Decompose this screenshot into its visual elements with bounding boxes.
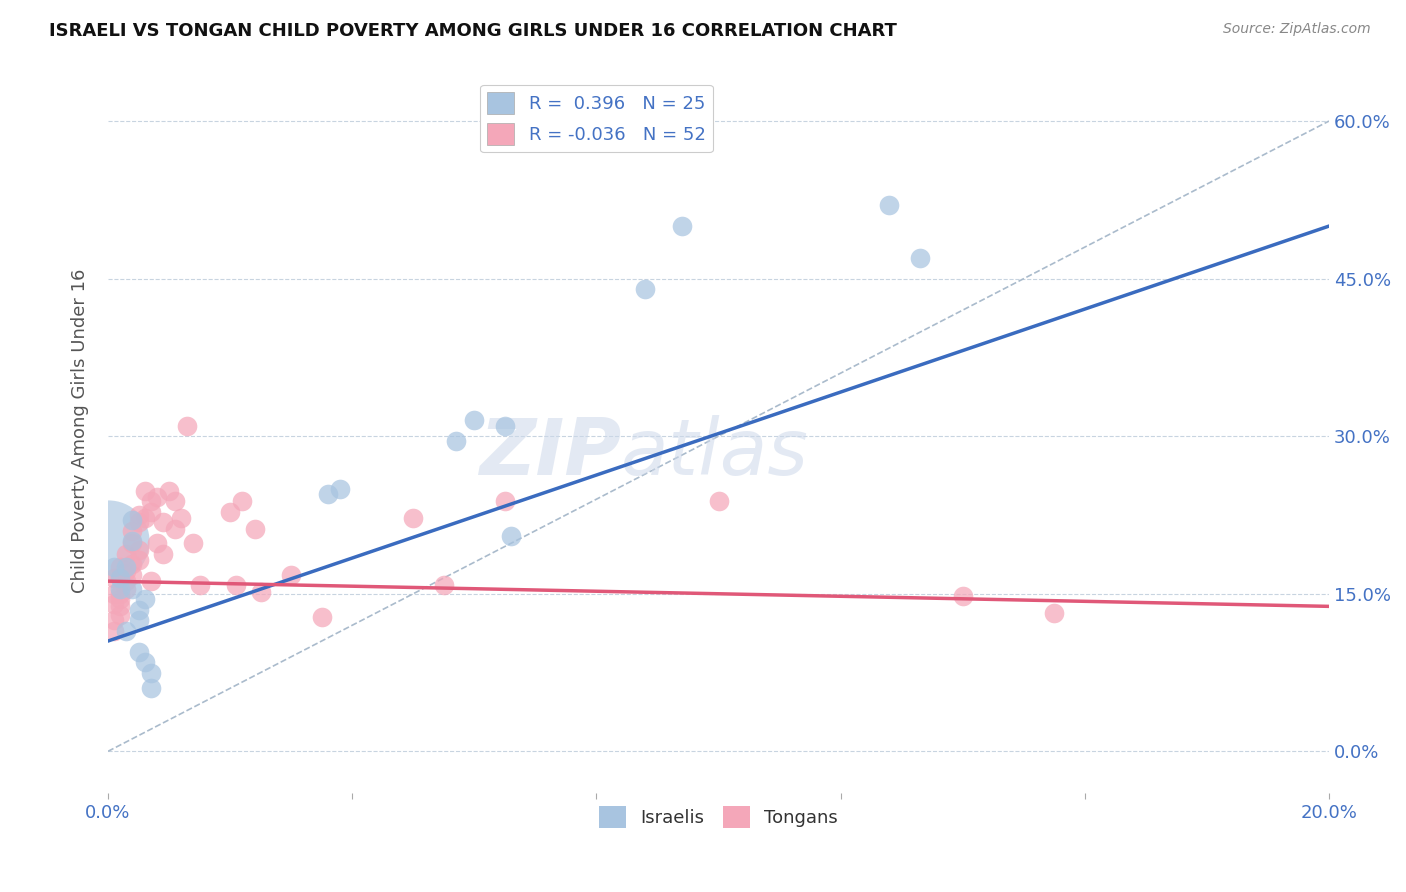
Point bbox=[115, 560, 138, 574]
Point bbox=[139, 681, 162, 696]
Point bbox=[128, 542, 150, 557]
Point bbox=[108, 571, 131, 585]
Point bbox=[146, 536, 169, 550]
Point bbox=[152, 547, 174, 561]
Point bbox=[128, 613, 150, 627]
Point bbox=[444, 434, 467, 449]
Point bbox=[115, 574, 138, 589]
Point bbox=[231, 494, 253, 508]
Text: ZIP: ZIP bbox=[478, 415, 621, 491]
Text: Source: ZipAtlas.com: Source: ZipAtlas.com bbox=[1223, 22, 1371, 37]
Point bbox=[128, 553, 150, 567]
Point bbox=[134, 511, 156, 525]
Point bbox=[707, 494, 730, 508]
Point bbox=[128, 508, 150, 522]
Point bbox=[108, 599, 131, 614]
Point bbox=[146, 490, 169, 504]
Point bbox=[139, 665, 162, 680]
Point bbox=[115, 624, 138, 638]
Text: atlas: atlas bbox=[621, 415, 808, 491]
Point bbox=[108, 592, 131, 607]
Point bbox=[108, 560, 131, 574]
Point bbox=[108, 587, 131, 601]
Point bbox=[108, 607, 131, 622]
Point bbox=[183, 536, 205, 550]
Point bbox=[433, 578, 456, 592]
Point bbox=[97, 534, 120, 549]
Point bbox=[494, 418, 516, 433]
Point bbox=[170, 511, 193, 525]
Point bbox=[225, 578, 247, 592]
Point bbox=[121, 567, 143, 582]
Point bbox=[121, 536, 143, 550]
Point bbox=[103, 560, 125, 574]
Point bbox=[108, 582, 131, 596]
Point bbox=[115, 564, 138, 578]
Point bbox=[402, 511, 425, 525]
Point bbox=[671, 219, 693, 233]
Point bbox=[128, 602, 150, 616]
Legend: Israelis, Tongans: Israelis, Tongans bbox=[592, 798, 845, 835]
Point bbox=[103, 597, 125, 611]
Point bbox=[108, 571, 131, 585]
Point bbox=[463, 413, 485, 427]
Point bbox=[176, 418, 198, 433]
Point bbox=[499, 529, 522, 543]
Point bbox=[103, 571, 125, 585]
Point bbox=[243, 522, 266, 536]
Point bbox=[121, 582, 143, 596]
Point bbox=[634, 282, 657, 296]
Point bbox=[879, 198, 901, 212]
Point bbox=[134, 483, 156, 498]
Point bbox=[280, 567, 302, 582]
Y-axis label: Child Poverty Among Girls Under 16: Child Poverty Among Girls Under 16 bbox=[72, 268, 89, 593]
Point bbox=[908, 251, 931, 265]
Point bbox=[249, 584, 271, 599]
Point bbox=[103, 613, 125, 627]
Point bbox=[121, 524, 143, 538]
Point bbox=[219, 505, 242, 519]
Point bbox=[128, 516, 150, 530]
Point bbox=[134, 592, 156, 607]
Point bbox=[329, 482, 352, 496]
Point bbox=[494, 494, 516, 508]
Point bbox=[139, 574, 162, 589]
Point bbox=[128, 644, 150, 658]
Point bbox=[139, 494, 162, 508]
Point bbox=[103, 624, 125, 638]
Point bbox=[311, 610, 333, 624]
Point bbox=[103, 587, 125, 601]
Point bbox=[165, 494, 187, 508]
Point bbox=[115, 547, 138, 561]
Point bbox=[121, 534, 143, 549]
Point bbox=[115, 582, 138, 596]
Point bbox=[188, 578, 211, 592]
Point bbox=[121, 513, 143, 527]
Point bbox=[152, 516, 174, 530]
Text: ISRAELI VS TONGAN CHILD POVERTY AMONG GIRLS UNDER 16 CORRELATION CHART: ISRAELI VS TONGAN CHILD POVERTY AMONG GI… bbox=[49, 22, 897, 40]
Point bbox=[157, 483, 180, 498]
Point bbox=[134, 655, 156, 669]
Point bbox=[1043, 606, 1066, 620]
Point bbox=[121, 558, 143, 572]
Point bbox=[316, 487, 339, 501]
Point bbox=[952, 589, 974, 603]
Point bbox=[139, 505, 162, 519]
Point bbox=[165, 522, 187, 536]
